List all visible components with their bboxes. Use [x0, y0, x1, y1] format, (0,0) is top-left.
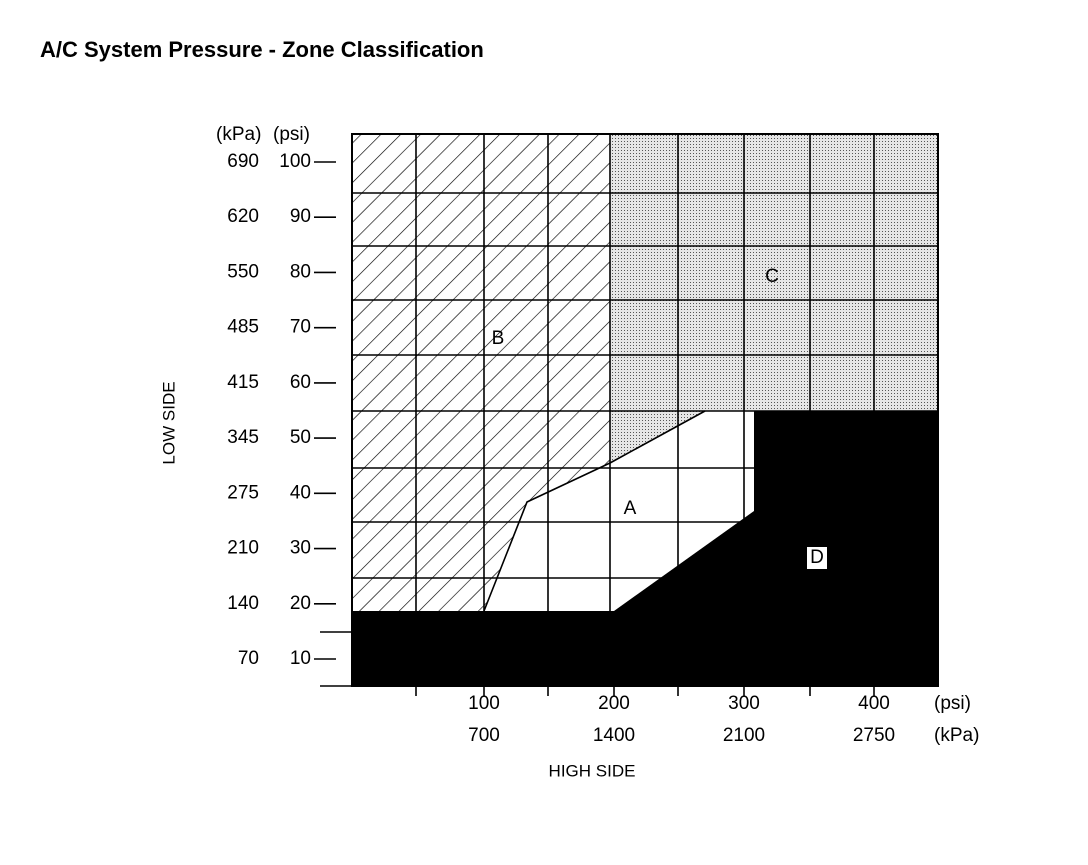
y-tick-label: 40	[290, 482, 311, 503]
zone-boundary	[609, 410, 706, 464]
zone-b	[352, 134, 610, 611]
y-tick-label: 620	[227, 206, 259, 227]
x-unit: (psi)	[934, 693, 971, 714]
y-tick-label: 70	[290, 317, 311, 338]
y-unit: (kPa)	[216, 124, 261, 145]
y-tick-label: 50	[290, 427, 311, 448]
y-tick-label: 275	[227, 482, 259, 503]
x-tick-label: 700	[468, 725, 500, 746]
title: A/C System Pressure - Zone Classificatio…	[40, 37, 484, 62]
y-tick-label: 60	[290, 372, 311, 393]
x-tick-label: 2750	[853, 725, 895, 746]
y-unit: (psi)	[273, 124, 310, 145]
y-tick-label: 70	[238, 648, 259, 669]
x-unit: (kPa)	[934, 725, 979, 746]
x-tick-label: 300	[728, 693, 760, 714]
y-tick-label: 140	[227, 593, 259, 614]
y-tick-label: 20	[290, 593, 311, 614]
y-tick-label: 485	[227, 317, 259, 338]
y-tick-label: 90	[290, 206, 311, 227]
zone-label: B	[492, 328, 505, 349]
zone-c	[610, 134, 938, 463]
x-tick-label: 1400	[593, 725, 635, 746]
x-tick-label: 100	[468, 693, 500, 714]
zone-d	[352, 411, 938, 686]
y-tick-label: 210	[227, 538, 259, 559]
y-tick-label: 345	[227, 427, 259, 448]
y-tick-label: 415	[227, 372, 259, 393]
zone-label-box	[807, 547, 827, 569]
y-tick-label: 690	[227, 151, 259, 172]
zone-label: A	[624, 498, 637, 519]
x-tick-label: 400	[858, 693, 890, 714]
zone-boundary	[483, 462, 611, 612]
y-tick-label: 550	[227, 261, 259, 282]
y-tick-label: 100	[279, 151, 311, 172]
x-tick-label: 200	[598, 693, 630, 714]
plot-border	[351, 133, 939, 687]
zone-label: D	[810, 547, 824, 568]
y-tick-label: 10	[290, 648, 311, 669]
y-tick-label: 80	[290, 261, 311, 282]
y-tick-label: 30	[290, 538, 311, 559]
x-tick-label: 2100	[723, 725, 765, 746]
y-axis-label: LOW SIDE	[159, 381, 178, 464]
x-axis-label: HIGH SIDE	[549, 761, 636, 780]
zone-label: C	[765, 266, 779, 287]
